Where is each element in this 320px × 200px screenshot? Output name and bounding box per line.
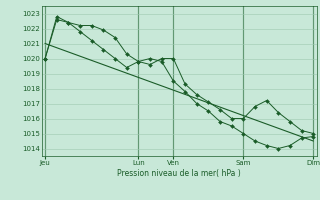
X-axis label: Pression niveau de la mer( hPa ): Pression niveau de la mer( hPa ) bbox=[117, 169, 241, 178]
